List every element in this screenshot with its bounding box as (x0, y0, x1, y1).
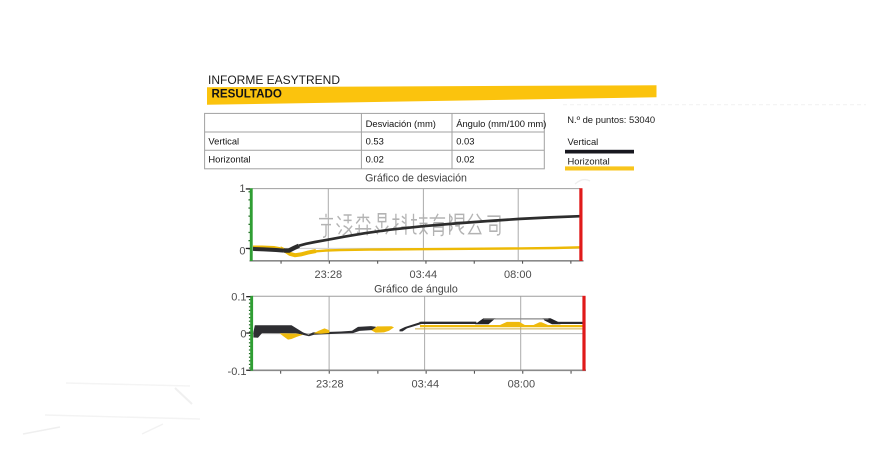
svg-text:0.02: 0.02 (456, 154, 474, 165)
svg-text:Horizontal: Horizontal (208, 154, 250, 165)
svg-text:0: 0 (240, 329, 246, 341)
svg-text:0.02: 0.02 (366, 154, 384, 165)
svg-text:INFORME EASYTREND: INFORME EASYTREND (208, 73, 340, 87)
svg-text:RESULTADO: RESULTADO (212, 87, 282, 100)
svg-text:N.º de puntos: 53040: N.º de puntos: 53040 (567, 114, 655, 125)
svg-text:0.53: 0.53 (366, 135, 384, 146)
svg-text:1: 1 (239, 183, 245, 195)
svg-text:03:44: 03:44 (410, 269, 438, 281)
svg-text:Gráfico de ángulo: Gráfico de ángulo (374, 283, 458, 295)
svg-text:Vertical: Vertical (568, 136, 599, 147)
svg-text:0.1: 0.1 (231, 292, 246, 304)
svg-text:Desviación (mm): Desviación (mm) (366, 118, 436, 129)
svg-text:Gráfico de desviación: Gráfico de desviación (365, 172, 467, 184)
svg-text:08:00: 08:00 (504, 269, 532, 281)
svg-text:0: 0 (239, 246, 245, 258)
svg-text:23:28: 23:28 (316, 378, 344, 390)
svg-text:Ángulo (mm/100 mm): Ángulo (mm/100 mm) (456, 118, 546, 129)
svg-text:-0.1: -0.1 (228, 366, 247, 378)
svg-text:Vertical: Vertical (208, 135, 239, 146)
svg-text:Horizontal: Horizontal (568, 155, 610, 166)
svg-text:0.03: 0.03 (456, 135, 474, 146)
svg-text:23:28: 23:28 (315, 269, 343, 281)
svg-text:08:00: 08:00 (508, 378, 536, 390)
svg-text:03:44: 03:44 (412, 378, 440, 390)
